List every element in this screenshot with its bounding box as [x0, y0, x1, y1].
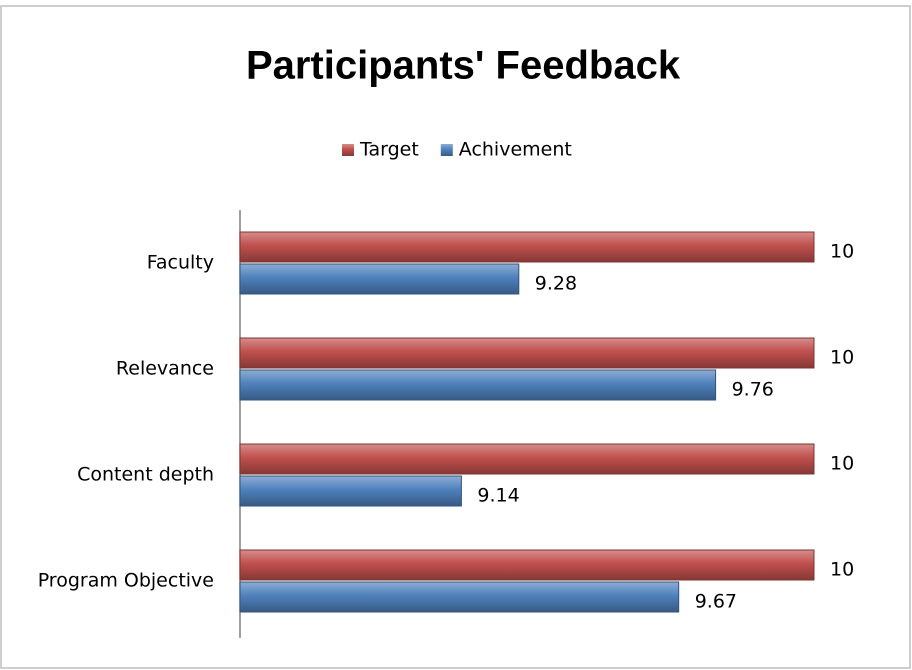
data-label: 10 — [830, 347, 854, 369]
legend-label: Target — [359, 139, 419, 161]
data-label: 10 — [830, 453, 854, 475]
data-label: 9.28 — [535, 273, 577, 295]
y-tick-label: Faculty — [147, 252, 214, 274]
legend-swatch — [440, 144, 453, 156]
bar — [239, 337, 815, 369]
legend-swatch — [342, 144, 354, 156]
data-label: 9.14 — [477, 485, 519, 507]
bar — [239, 581, 680, 613]
bar — [239, 369, 717, 401]
y-tick-label: Program Objective — [38, 570, 214, 592]
y-tick-label: Content depth — [77, 464, 214, 486]
data-label: 9.67 — [695, 591, 737, 613]
bar — [239, 263, 520, 295]
bar — [239, 231, 815, 263]
bar — [239, 475, 462, 507]
bar — [239, 443, 815, 475]
bar — [239, 549, 815, 581]
data-label: 9.76 — [732, 379, 774, 401]
legend-label: Achivement — [459, 139, 572, 161]
data-label: 10 — [830, 241, 854, 263]
data-label: 10 — [830, 559, 854, 581]
y-tick-label: Relevance — [116, 358, 214, 380]
chart-title: Participants' Feedback — [246, 44, 681, 88]
